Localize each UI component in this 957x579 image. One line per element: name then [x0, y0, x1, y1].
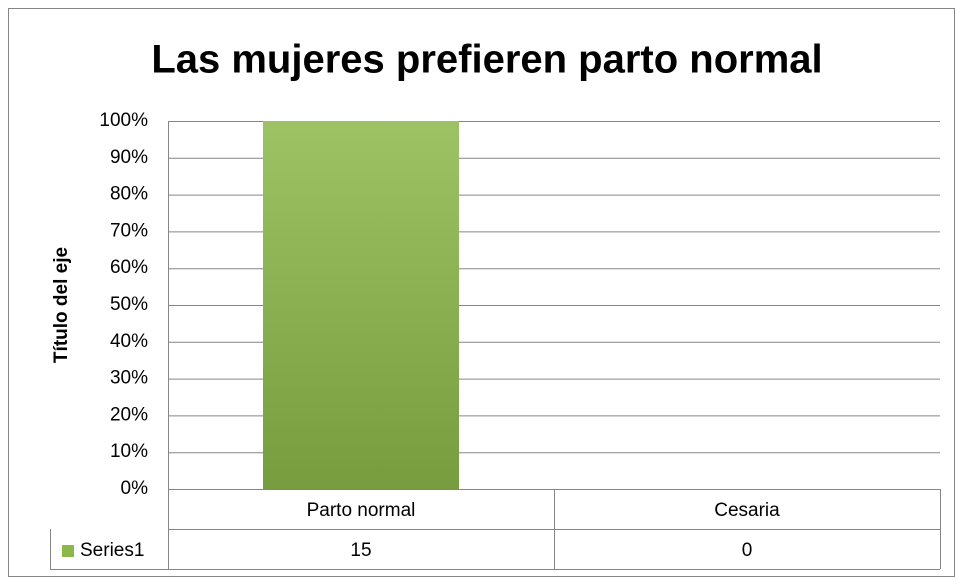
y-tick-label: 40% [110, 331, 148, 352]
y-tick-label: 100% [99, 110, 148, 131]
x-tick-label: Parto normal [307, 500, 416, 521]
y-tick-label: 0% [121, 478, 149, 499]
y-tick-label: 30% [110, 368, 148, 389]
bar-shade [263, 121, 459, 489]
y-axis-title: Título del eje [51, 247, 72, 363]
y-tick-label: 90% [110, 147, 148, 168]
legend-label: Series1 [80, 540, 144, 561]
chart-title: Las mujeres prefieren parto normal [151, 38, 822, 82]
table-value: 15 [350, 540, 371, 561]
y-tick-label: 20% [110, 404, 148, 425]
x-tick-label: Cesaria [714, 500, 780, 521]
y-tick-label: 70% [110, 220, 148, 241]
y-tick-label: 50% [110, 294, 148, 315]
chart-border [8, 8, 955, 577]
legend-swatch [62, 545, 74, 557]
table-value: 0 [742, 540, 753, 561]
y-tick-label: 80% [110, 184, 148, 205]
y-tick-label: 10% [110, 441, 148, 462]
y-tick-label: 60% [110, 257, 148, 278]
